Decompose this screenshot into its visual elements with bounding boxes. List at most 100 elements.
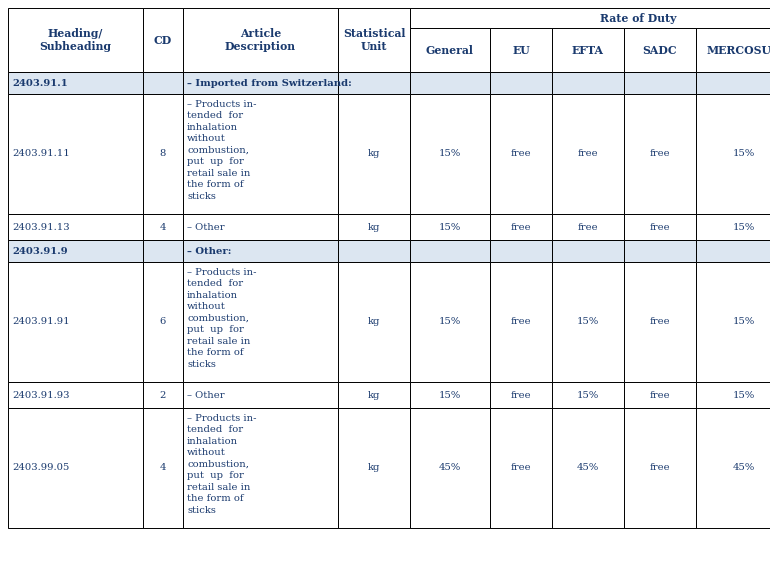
- Bar: [8, 240, 143, 262]
- Bar: [696, 408, 770, 528]
- Bar: [696, 262, 770, 382]
- Bar: [410, 408, 490, 528]
- Text: – Products in-
tended  for
inhalation
without
combustion,
put  up  for
retail sa: – Products in- tended for inhalation wit…: [187, 100, 256, 201]
- Text: kg: kg: [368, 391, 380, 399]
- Text: Rate of Duty: Rate of Duty: [600, 13, 676, 24]
- Bar: [143, 408, 183, 528]
- Bar: [490, 72, 552, 94]
- Bar: [410, 72, 490, 94]
- Text: kg: kg: [368, 464, 380, 472]
- Bar: [8, 72, 143, 94]
- Bar: [338, 262, 410, 382]
- Text: kg: kg: [368, 150, 380, 158]
- Bar: [183, 72, 338, 94]
- Bar: [410, 382, 490, 408]
- Bar: [552, 408, 624, 528]
- Text: free: free: [650, 391, 671, 399]
- Text: 15%: 15%: [577, 391, 599, 399]
- Bar: [624, 94, 696, 214]
- Text: CD: CD: [154, 35, 172, 46]
- Bar: [143, 214, 183, 240]
- Text: free: free: [650, 317, 671, 327]
- Bar: [410, 28, 490, 72]
- Text: 45%: 45%: [439, 464, 461, 472]
- Text: – Imported from Switzerland:: – Imported from Switzerland:: [187, 79, 352, 87]
- Text: MERCOSUR: MERCOSUR: [707, 45, 770, 55]
- Bar: [338, 382, 410, 408]
- Bar: [410, 8, 770, 28]
- Bar: [143, 94, 183, 214]
- Bar: [490, 240, 552, 262]
- Text: – Products in-
tended  for
inhalation
without
combustion,
put  up  for
retail sa: – Products in- tended for inhalation wit…: [187, 414, 256, 514]
- Bar: [8, 214, 143, 240]
- Bar: [552, 240, 624, 262]
- Text: free: free: [650, 464, 671, 472]
- Text: 6: 6: [160, 317, 166, 327]
- Text: EFTA: EFTA: [572, 45, 604, 55]
- Bar: [338, 240, 410, 262]
- Bar: [552, 94, 624, 214]
- Text: 2: 2: [160, 391, 166, 399]
- Text: free: free: [511, 150, 531, 158]
- Bar: [143, 72, 183, 94]
- Bar: [490, 94, 552, 214]
- Text: free: free: [578, 223, 598, 232]
- Text: 15%: 15%: [732, 317, 755, 327]
- Bar: [624, 262, 696, 382]
- Bar: [624, 28, 696, 72]
- Text: 2403.91.93: 2403.91.93: [12, 391, 69, 399]
- Text: – Products in-
tended  for
inhalation
without
combustion,
put  up  for
retail sa: – Products in- tended for inhalation wit…: [187, 268, 256, 369]
- Text: Statistical
Unit: Statistical Unit: [343, 28, 405, 52]
- Bar: [624, 240, 696, 262]
- Bar: [183, 408, 338, 528]
- Bar: [696, 94, 770, 214]
- Text: 15%: 15%: [439, 223, 461, 232]
- Text: Heading/
Subheading: Heading/ Subheading: [39, 28, 112, 52]
- Text: kg: kg: [368, 317, 380, 327]
- Text: 2403.91.13: 2403.91.13: [12, 223, 69, 232]
- Text: – Other:: – Other:: [187, 246, 231, 255]
- Bar: [183, 240, 338, 262]
- Bar: [696, 28, 770, 72]
- Text: General: General: [426, 45, 474, 55]
- Text: 15%: 15%: [732, 223, 755, 232]
- Text: Article
Description: Article Description: [225, 28, 296, 52]
- Text: 4: 4: [159, 223, 166, 232]
- Bar: [624, 214, 696, 240]
- Bar: [8, 382, 143, 408]
- Text: 15%: 15%: [439, 317, 461, 327]
- Bar: [552, 72, 624, 94]
- Bar: [338, 408, 410, 528]
- Text: 8: 8: [160, 150, 166, 158]
- Bar: [490, 408, 552, 528]
- Bar: [552, 382, 624, 408]
- Text: 2403.91.91: 2403.91.91: [12, 317, 69, 327]
- Text: free: free: [650, 223, 671, 232]
- Bar: [552, 262, 624, 382]
- Bar: [8, 262, 143, 382]
- Text: 15%: 15%: [577, 317, 599, 327]
- Text: free: free: [511, 317, 531, 327]
- Bar: [143, 382, 183, 408]
- Bar: [183, 262, 338, 382]
- Text: free: free: [511, 223, 531, 232]
- Text: free: free: [578, 150, 598, 158]
- Bar: [410, 214, 490, 240]
- Text: 2403.91.1: 2403.91.1: [12, 79, 68, 87]
- Text: 4: 4: [159, 464, 166, 472]
- Bar: [143, 262, 183, 382]
- Bar: [624, 382, 696, 408]
- Text: 2403.91.9: 2403.91.9: [12, 246, 68, 255]
- Bar: [8, 94, 143, 214]
- Bar: [183, 214, 338, 240]
- Bar: [410, 240, 490, 262]
- Bar: [410, 94, 490, 214]
- Text: 45%: 45%: [577, 464, 599, 472]
- Bar: [696, 382, 770, 408]
- Text: SADC: SADC: [643, 45, 678, 55]
- Bar: [490, 262, 552, 382]
- Bar: [552, 214, 624, 240]
- Bar: [338, 214, 410, 240]
- Text: – Other: – Other: [187, 223, 225, 232]
- Text: 45%: 45%: [732, 464, 755, 472]
